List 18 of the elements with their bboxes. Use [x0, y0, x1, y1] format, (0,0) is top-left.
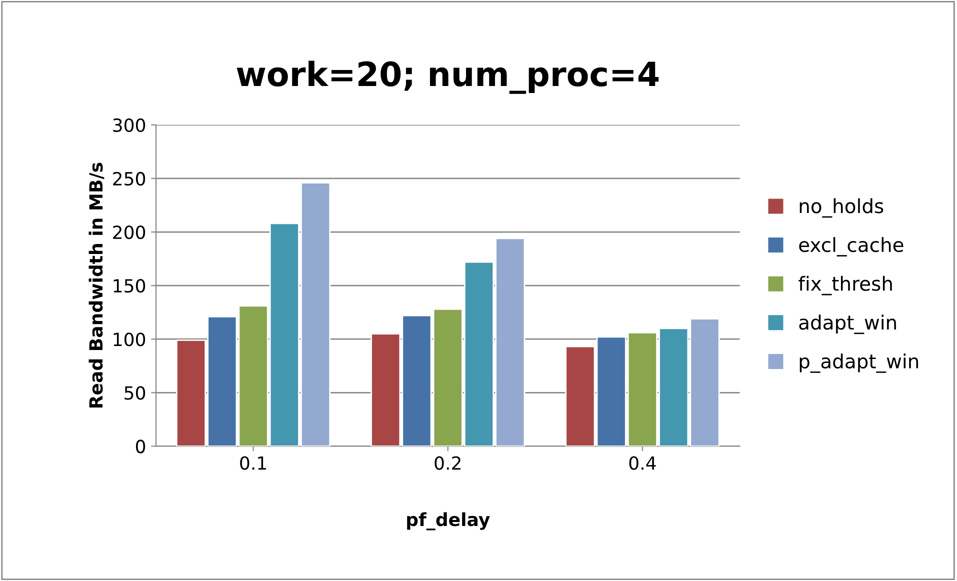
y-tick-label: 300: [113, 118, 146, 132]
y-tick-label: 100: [114, 332, 146, 346]
legend-label: adapt_win: [799, 314, 896, 334]
y-tick-label: 200: [113, 225, 146, 240]
y-tick-label: 50: [124, 386, 146, 400]
legend-label: p_adapt_win: [800, 353, 918, 373]
x-axis-title: pf_delay: [407, 512, 490, 530]
x-tick-label: 0.4: [629, 456, 656, 470]
y-tick-label: 250: [113, 172, 146, 186]
legend-label: no_holds: [800, 198, 884, 218]
x-tick-label: 0.1: [240, 456, 266, 470]
y-tick-label: 0: [136, 440, 146, 454]
chart-title: work=20; num_proc=4: [236, 60, 659, 94]
legend-label: fix_thresh: [798, 276, 892, 296]
y-tick-label: 150: [114, 279, 146, 293]
legend-label: excl_cache: [799, 237, 904, 256]
y-axis-title: Read Bandwidth in MB/s: [88, 162, 104, 408]
x-tick-label: 0.2: [434, 456, 460, 470]
